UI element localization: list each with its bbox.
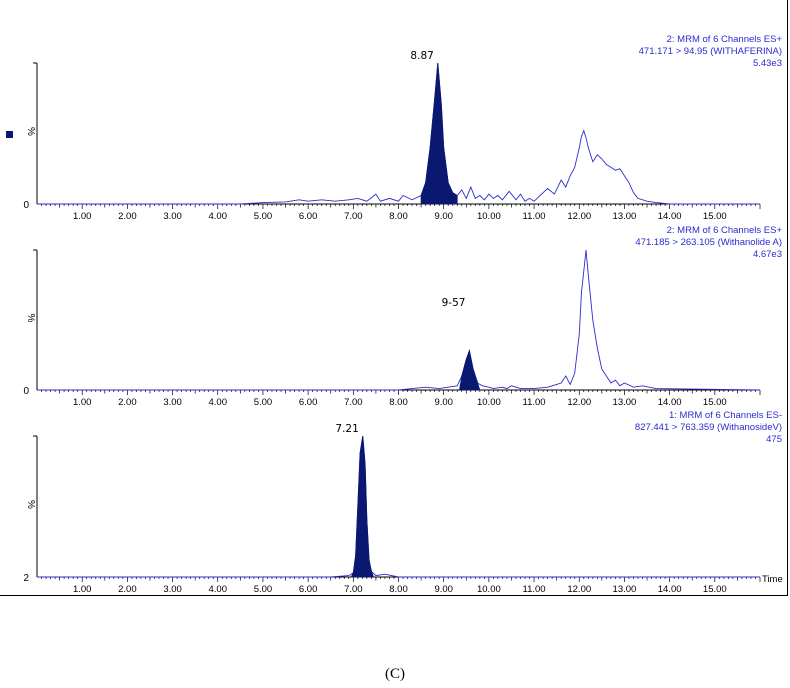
x-tick-label: 7.00 [344,397,363,408]
x-tick-label: 9.00 [434,211,453,222]
legend-line: 471.185 > 263.105 (Withanolide A) [635,237,782,248]
peak-label: 8.87 [410,50,433,62]
legend-line: 827.441 > 763.359 (WithanosideV) [634,422,782,433]
integrated-peak-area [459,349,481,391]
x-tick-label: 7.00 [344,584,363,595]
x-tick-label: 13.00 [613,584,637,595]
x-tick-label: 13.00 [613,211,637,222]
chromatogram-trace [37,435,760,578]
x-tick-label: 3.00 [163,584,182,595]
x-tick-label: 6.00 [299,211,318,222]
x-tick-label: 12.00 [567,211,591,222]
x-tick-label: 13.00 [613,397,637,408]
x-tick-label: 8.00 [389,397,408,408]
figure-caption: (C) [385,666,405,682]
x-tick-label: 3.00 [163,397,182,408]
x-tick-label: 12.00 [567,397,591,408]
legend-marker-square [6,131,13,138]
peak-label: 9-57 [442,297,466,309]
integrated-peak-area [350,435,375,578]
x-tick-label: 10.00 [477,584,501,595]
x-tick-label: 10.00 [477,397,501,408]
x-tick-label: 6.00 [299,584,318,595]
x-tick-label: 7.00 [344,211,363,222]
y-tick-label: 0 [23,386,29,397]
chromatogram-svg: 1.00 2.00 3.00 4.00 5.00 6.00 7.00 8.00 9.00 10.0… [6,50,783,595]
legend-line: 2: MRM of 6 Channels ES+ [666,225,782,236]
x-tick-label: 2.00 [118,397,137,408]
x-tick-label: 11.00 [523,584,546,595]
x-tick-label: 1.00 [73,211,92,222]
legend-line: 475 [766,434,782,445]
integrated-peak-area [420,62,458,205]
legend-line: 5.43e3 [752,58,782,69]
y-axis-label: % [25,314,36,323]
x-tick-label: 15.00 [703,397,727,408]
y-axis-label: % [25,500,36,509]
x-tick-label: 14.00 [658,211,682,222]
peak-label: 7.21 [335,423,358,435]
chromatogram-trace [37,249,761,391]
x-tick-label: 15.00 [703,584,727,595]
x-tick-label: 1.00 [73,397,92,408]
x-tick-label: 15.00 [703,211,727,222]
x-tick-label: 8.00 [389,584,408,595]
legend-line: 471.171 > 94.95 (WITHAFERINA) [638,46,782,57]
x-tick-label: 5.00 [254,584,273,595]
chromatogram-trace [37,62,760,205]
x-tick-label: 14.00 [658,584,682,595]
x-axis-label: Time [762,574,783,585]
legend-line: 2: MRM of 6 Channels ES+ [666,34,782,45]
x-tick-label: 9.00 [434,397,453,408]
x-tick-label: 5.00 [254,211,273,222]
legend-line: 4.67e3 [752,249,782,260]
x-tick-label: 14.00 [658,397,682,408]
x-tick-label: 10.00 [477,211,501,222]
legend-line: 1: MRM of 6 Channels ES- [669,410,782,421]
x-tick-label: 9.00 [434,584,453,595]
x-tick-label: 6.00 [299,397,318,408]
legend-panel-1: 2: MRM of 6 Channels ES+ 471.171 > 94.95… [639,34,782,70]
chromatogram-frame [0,0,788,596]
y-tick-label: 0 [23,200,29,211]
x-tick-label: 4.00 [209,397,228,408]
x-tick-label: 12.00 [567,584,591,595]
x-tick-label: 5.00 [254,397,273,408]
x-tick-label: 11.00 [523,211,546,222]
x-tick-label: 2.00 [118,584,137,595]
x-tick-label: 4.00 [209,211,228,222]
legend-panel-2: 2: MRM of 6 Channels ES+ 471.185 > 263.1… [635,225,782,261]
x-tick-label: 2.00 [118,211,137,222]
x-tick-label: 8.00 [389,211,408,222]
legend-panel-3: 1: MRM of 6 Channels ES- 827.441 > 763.3… [635,410,782,446]
x-tick-label: 11.00 [523,397,546,408]
x-tick-label: 3.00 [163,211,182,222]
y-axis-label: % [25,127,36,136]
y-tick-label: 2 [23,573,29,584]
x-tick-label: 4.00 [209,584,228,595]
x-tick-label: 1.00 [73,584,92,595]
